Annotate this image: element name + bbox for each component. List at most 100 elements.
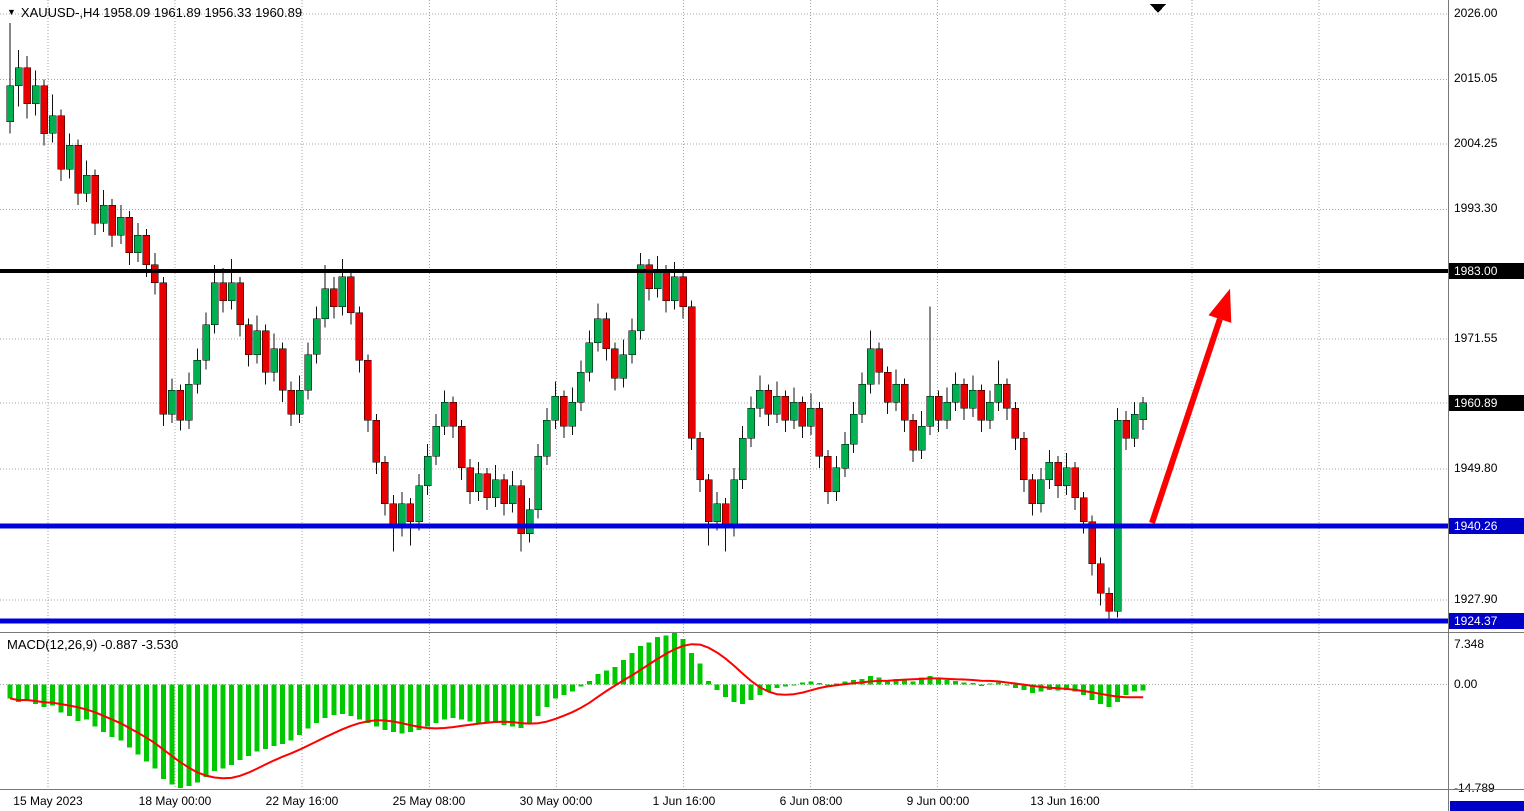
macd-bar — [1123, 684, 1129, 695]
price-axis-label: 2004.25 — [1454, 136, 1498, 150]
macd-bar — [450, 684, 456, 718]
macd-bar — [41, 684, 47, 707]
candle-bull — [227, 282, 236, 301]
candle-bull — [338, 276, 347, 307]
macd-bar — [365, 684, 371, 723]
candle-bull — [670, 276, 679, 301]
macd-bar — [970, 683, 976, 685]
candle-bull — [31, 85, 40, 104]
macd-bar — [961, 682, 967, 685]
macd-bar — [535, 684, 541, 716]
candle-bear — [602, 318, 611, 349]
candle-bull — [585, 342, 594, 373]
macd-bar — [339, 684, 345, 714]
price-axis[interactable]: 2026.00 2015.05 2004.25 1993.30 1983.00 1971.… — [1448, 0, 1524, 811]
macd-bar — [612, 666, 618, 685]
candle-bear — [364, 360, 372, 421]
candle-bear — [347, 276, 355, 313]
macd-bar — [1132, 684, 1138, 692]
candle-bear — [1003, 384, 1011, 409]
macd-bar — [987, 683, 993, 685]
candle-bear — [91, 175, 99, 224]
macd-bar — [527, 684, 533, 723]
macd-bar — [33, 684, 39, 704]
price-axis-label: 2026.00 — [1454, 6, 1498, 20]
candle-bull — [508, 485, 517, 505]
candle-bull — [134, 234, 142, 254]
price-axis-label: 1993.30 — [1454, 201, 1498, 215]
candle-bull — [636, 264, 645, 331]
macd-bar — [578, 684, 584, 687]
candle-bull — [738, 437, 747, 481]
candle-bull — [849, 413, 858, 445]
macd-bar — [160, 684, 166, 779]
candle-bear — [278, 348, 287, 391]
macd-bar — [390, 684, 396, 732]
candle-bear — [483, 473, 491, 499]
shift-marker-icon — [1150, 4, 1166, 13]
macd-bar — [331, 684, 337, 716]
price-axis-label: 1927.90 — [1454, 592, 1498, 606]
macd-bar — [586, 680, 592, 685]
candle-bear — [1054, 461, 1062, 487]
candle-bear — [176, 390, 185, 421]
symbol-ohlc-header: ▼ XAUUSD-,H4 1958.09 1961.89 1956.33 196… — [7, 5, 302, 20]
candle-bull — [917, 425, 926, 451]
candle-bull — [168, 390, 176, 415]
candle-bull — [628, 330, 636, 355]
time-axis-label: 9 Jun 00:00 — [906, 794, 970, 808]
candle-bull — [756, 390, 764, 409]
candle-bull — [1045, 461, 1054, 481]
macd-bar — [1021, 684, 1027, 690]
macd-bar — [672, 633, 678, 685]
candle-bull — [415, 485, 423, 522]
macd-bar — [825, 684, 831, 686]
candle-bull — [321, 288, 329, 319]
macd-bar — [271, 684, 277, 746]
macd-bar — [791, 684, 797, 686]
macd-bar — [629, 652, 635, 685]
macd-bar — [356, 684, 362, 720]
candle-bull — [858, 384, 866, 415]
macd-bar — [382, 684, 388, 730]
candle-bear — [1079, 497, 1088, 522]
candle-bear — [406, 503, 415, 522]
candle-bull — [1062, 467, 1071, 487]
macd-bar — [24, 684, 30, 700]
candle-bear — [372, 419, 381, 463]
candle-bull — [807, 407, 815, 427]
macd-bar — [714, 684, 720, 690]
candle-bear — [517, 485, 525, 534]
trend-arrow-head — [1208, 288, 1232, 323]
macd-bar — [936, 678, 942, 685]
time-axis[interactable]: 15 May 2023 18 May 00:00 22 May 16:00 25 Ma… — [0, 789, 1524, 811]
macd-bar — [246, 684, 252, 756]
macd-bar — [212, 684, 217, 772]
candle-bear — [219, 282, 227, 301]
symbol-ohlc-text: XAUUSD-,H4 1958.09 1961.89 1956.33 1960.… — [20, 5, 303, 20]
candle-bull — [6, 85, 14, 122]
candle-bear — [1020, 437, 1028, 481]
macd-bar — [995, 682, 1001, 685]
candle-bear — [696, 437, 704, 481]
macd-bar — [118, 684, 124, 741]
macd-bar — [84, 684, 90, 720]
candle-bear — [934, 396, 943, 421]
candle-bull — [713, 503, 721, 522]
candle-bear — [1122, 419, 1130, 439]
candle-bull — [65, 145, 74, 170]
candle-bull — [474, 473, 483, 493]
candle-bull — [594, 318, 602, 343]
candle-bear — [960, 384, 968, 409]
candle-bull — [730, 479, 738, 528]
candle-bear — [645, 264, 653, 290]
candle-bull — [1130, 413, 1139, 439]
candle-bull — [48, 115, 57, 134]
time-axis-label: 15 May 2023 — [13, 794, 83, 808]
macd-signal-line — [9, 643, 1144, 780]
macd-bar — [893, 678, 899, 685]
macd-bar — [425, 684, 430, 727]
macd-axis-label: 7.348 — [1454, 637, 1485, 651]
macd-bar — [706, 680, 712, 685]
